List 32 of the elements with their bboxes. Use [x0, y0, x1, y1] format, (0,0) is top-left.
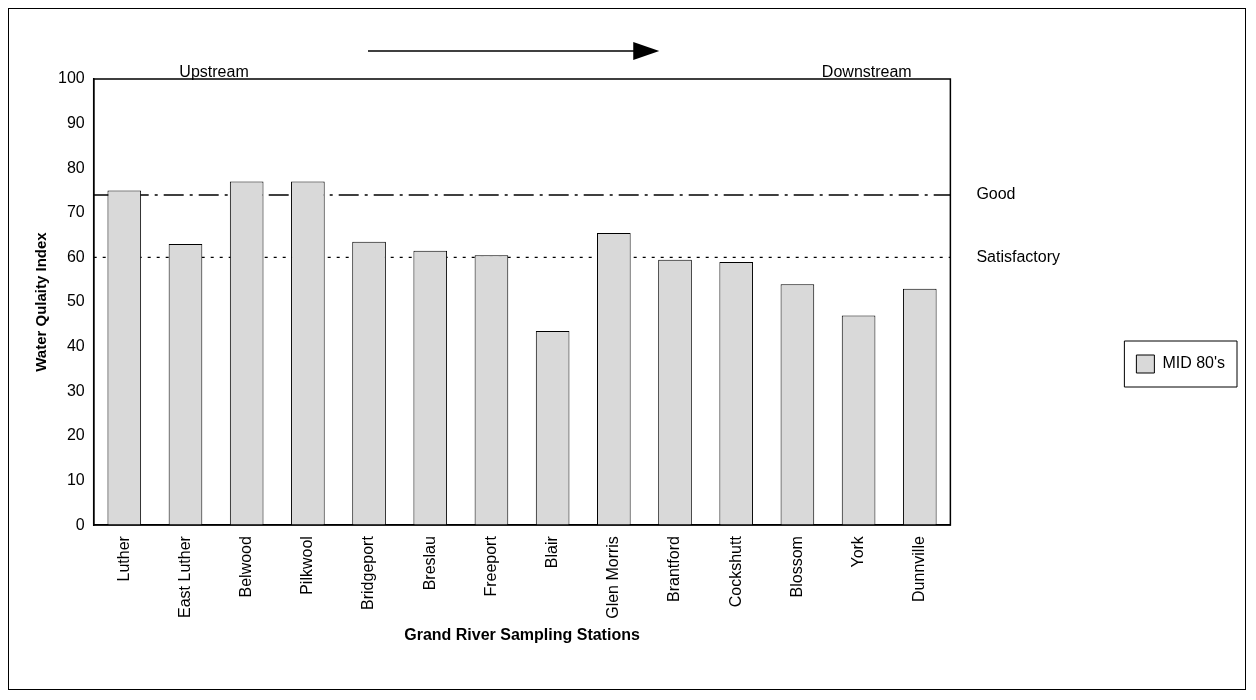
x-tick-label: Cockshutt: [726, 535, 744, 608]
x-tick-label: Breslau: [420, 536, 438, 591]
legend-label: MID 80's: [1162, 354, 1225, 372]
x-tick-label: Dunnville: [910, 536, 928, 602]
x-tick-label: Bridgeport: [359, 535, 377, 610]
annotation: Upstream: [179, 63, 249, 81]
y-axis-title: Water Qulaity Index: [32, 231, 50, 372]
y-tick-label: 30: [66, 381, 85, 399]
x-tick-label: Blair: [543, 535, 561, 569]
y-tick-label: 40: [66, 337, 85, 355]
annotation: Downstream: [821, 63, 912, 81]
y-tick-label: 50: [66, 292, 85, 310]
ref-line-label: Good: [976, 185, 1016, 203]
x-tick-label: Freeport: [481, 535, 499, 597]
y-tick-label: 90: [66, 114, 85, 132]
y-tick-label: 60: [66, 247, 85, 265]
y-tick-label: 20: [66, 426, 85, 444]
x-tick-label: Belwood: [237, 536, 255, 598]
y-tick-label: 10: [66, 470, 85, 488]
x-tick-label: Luther: [114, 535, 132, 582]
y-tick-label: 80: [66, 158, 85, 176]
x-tick-label: Glen Morris: [604, 536, 622, 619]
y-tick-label: 0: [75, 515, 85, 533]
x-tick-label: Blossom: [787, 536, 805, 598]
x-axis-title: Grand River Sampling Stations: [404, 625, 640, 643]
y-tick-label: 70: [66, 203, 85, 221]
x-tick-label: East Luther: [175, 535, 193, 618]
ref-line-label: Satisfactory: [976, 247, 1060, 265]
y-tick-label: 100: [57, 69, 85, 87]
x-tick-label: Brantford: [665, 536, 683, 602]
x-tick-label: York: [848, 535, 866, 568]
x-tick-label: Pilkwool: [298, 536, 316, 595]
